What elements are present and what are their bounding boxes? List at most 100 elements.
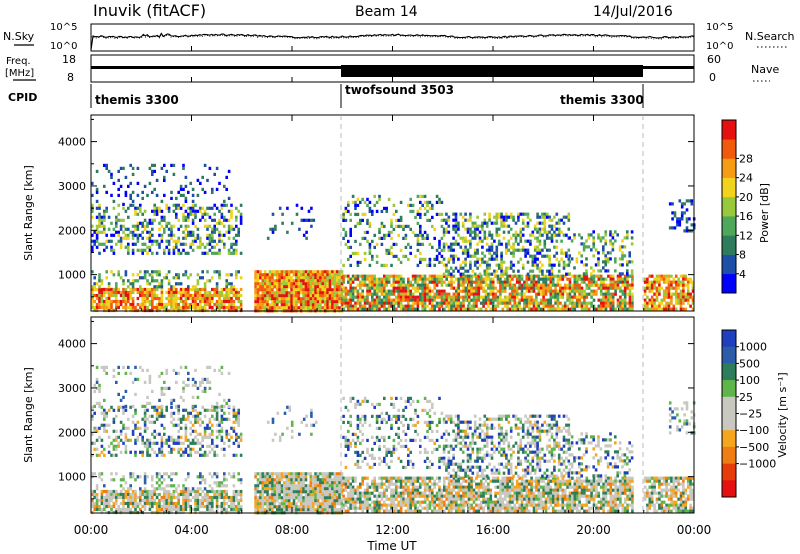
echo-cell (361, 298, 364, 302)
echo-cell (208, 248, 212, 252)
echo-cell (95, 504, 99, 509)
echo-cell (139, 489, 142, 494)
echo-cell (573, 283, 577, 287)
echo-cell (148, 507, 152, 512)
echo-cell (404, 245, 408, 249)
echo-cell (512, 248, 515, 252)
echo-cell (517, 212, 520, 216)
echo-cell (254, 487, 257, 491)
echo-cell (328, 282, 332, 286)
echo-cell (366, 203, 369, 207)
echo-cell (646, 283, 649, 287)
echo-cell (378, 286, 381, 290)
echo-cell (309, 300, 313, 304)
echo-cell (326, 279, 329, 283)
echo-cell (590, 289, 593, 293)
echo-cell (141, 251, 144, 255)
echo-cell (665, 289, 668, 293)
echo-cell (594, 263, 598, 267)
echo-cell (107, 444, 111, 448)
echo-cell (566, 307, 569, 311)
echo-cell (203, 426, 207, 430)
echo-cell (493, 269, 496, 273)
echo-cell (452, 269, 455, 273)
echo-cell (438, 289, 441, 293)
echo-cell (667, 304, 671, 308)
echo-cell (191, 248, 195, 252)
echo-cell (414, 274, 417, 278)
echo-cell (469, 230, 472, 234)
echo-cell (117, 233, 120, 237)
echo-cell (227, 224, 231, 228)
echo-cell (143, 426, 147, 430)
echo-cell (349, 301, 352, 305)
echo-cell (117, 193, 120, 197)
echo-cell (507, 239, 511, 243)
echo-cell (505, 215, 508, 219)
echo-cell (98, 293, 101, 298)
echo-cell (184, 242, 188, 246)
echo-cell (604, 233, 607, 237)
echo-cell (354, 239, 357, 243)
cpid-segment-1: themis 3300 (95, 93, 179, 107)
echo-cell (464, 212, 467, 216)
echo-cell (194, 285, 197, 289)
echo-cell (340, 303, 344, 307)
echo-cell (170, 411, 173, 415)
echo-cell (311, 300, 315, 304)
echo-cell (650, 280, 654, 284)
echo-cell (621, 280, 625, 284)
echo-cell (459, 289, 463, 293)
echo-cell (691, 307, 695, 311)
echo-cell (344, 218, 348, 222)
echo-cell (361, 283, 364, 287)
echo-cell (213, 203, 216, 207)
echo-cell (119, 398, 123, 402)
echo-cell (535, 301, 538, 305)
echo-cell (438, 239, 441, 243)
echo-cell (407, 295, 410, 299)
echo-cell (414, 301, 417, 305)
echo-cell (597, 298, 601, 302)
echo-cell (194, 380, 197, 384)
echo-cell (213, 450, 216, 454)
echo-cell (100, 302, 104, 307)
echo-cell (371, 254, 374, 258)
echo-cell (464, 292, 468, 296)
echo-cell (354, 224, 357, 228)
echo-cell (691, 301, 695, 305)
echo-cell (187, 475, 190, 479)
echo-cell (239, 504, 243, 509)
echo-cell (194, 414, 197, 418)
echo-cell (599, 274, 603, 278)
echo-cell (375, 307, 379, 311)
echo-cell (218, 221, 221, 225)
echo-cell (256, 487, 260, 491)
echo-cell (285, 279, 289, 283)
echo-cell (457, 298, 460, 302)
echo-cell (466, 269, 470, 273)
echo-cell (371, 301, 374, 305)
power-ytick-label: 3000 (58, 180, 86, 193)
echo-cell (201, 287, 204, 292)
echo-cell (146, 290, 149, 295)
echo-cell (175, 282, 178, 286)
echo-cell (220, 414, 224, 418)
echo-cell (457, 301, 460, 305)
echo-cell (466, 248, 470, 252)
echo-cell (435, 283, 439, 287)
echo-cell (445, 212, 448, 216)
echo-cell (580, 307, 584, 311)
echo-cell (124, 245, 128, 249)
echo-cell (112, 206, 116, 210)
echo-cell (208, 386, 212, 390)
echo-cell (187, 453, 190, 457)
echo-cell (112, 227, 116, 231)
echo-cell (127, 242, 130, 246)
echo-cell (549, 301, 553, 305)
echo-cell (95, 401, 99, 405)
echo-cell (151, 172, 154, 176)
echo-cell (550, 263, 554, 267)
echo-cell (256, 478, 260, 482)
